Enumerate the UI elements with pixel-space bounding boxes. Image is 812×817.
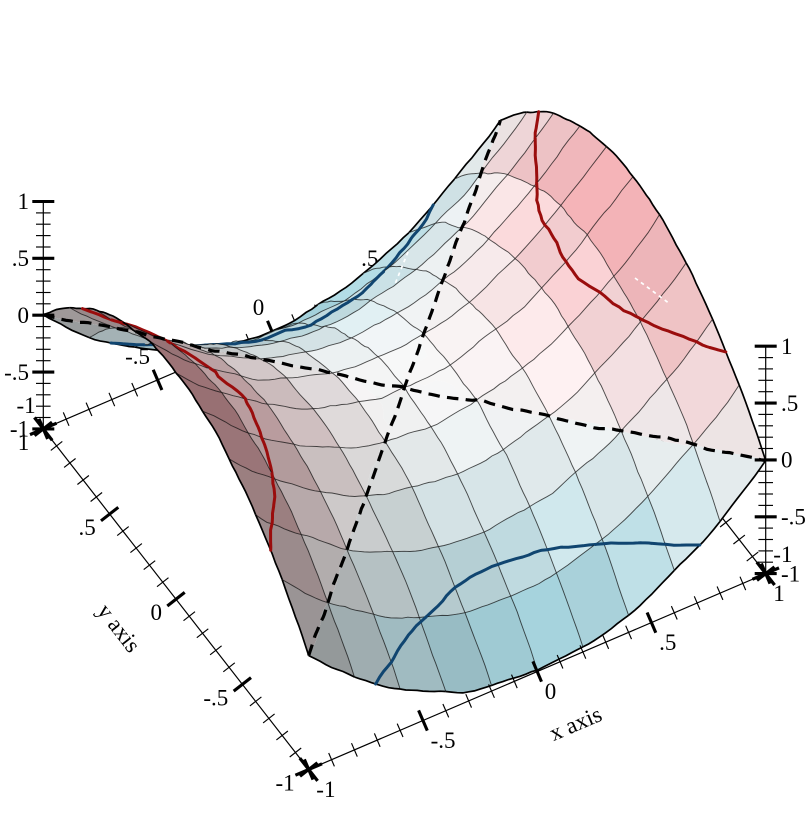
- svg-text:.5: .5: [12, 246, 29, 271]
- svg-text:0: 0: [545, 679, 557, 704]
- svg-text:0: 0: [151, 600, 163, 625]
- svg-text:1: 1: [781, 334, 793, 359]
- svg-text:1: 1: [18, 430, 30, 455]
- svg-text:.5: .5: [78, 515, 95, 540]
- svg-text:1: 1: [18, 189, 30, 214]
- svg-text:.5: .5: [781, 391, 798, 416]
- svg-text:-1: -1: [773, 542, 792, 567]
- svg-text:-1: -1: [781, 561, 800, 586]
- svg-text:0: 0: [18, 303, 30, 328]
- svg-text:0: 0: [253, 295, 265, 320]
- svg-text:-.5: -.5: [4, 360, 29, 385]
- svg-text:1: 1: [773, 581, 785, 606]
- svg-text:-.5: -.5: [203, 685, 228, 710]
- svg-text:0: 0: [781, 448, 793, 473]
- svg-text:-1: -1: [316, 777, 335, 802]
- svg-text:-1: -1: [17, 393, 36, 418]
- svg-text:-.5: -.5: [781, 505, 806, 530]
- svg-text:.5: .5: [659, 630, 676, 655]
- svg-text:-1: -1: [10, 417, 29, 442]
- svg-text:-1: -1: [276, 771, 295, 796]
- svg-text:-.5: -.5: [431, 728, 456, 753]
